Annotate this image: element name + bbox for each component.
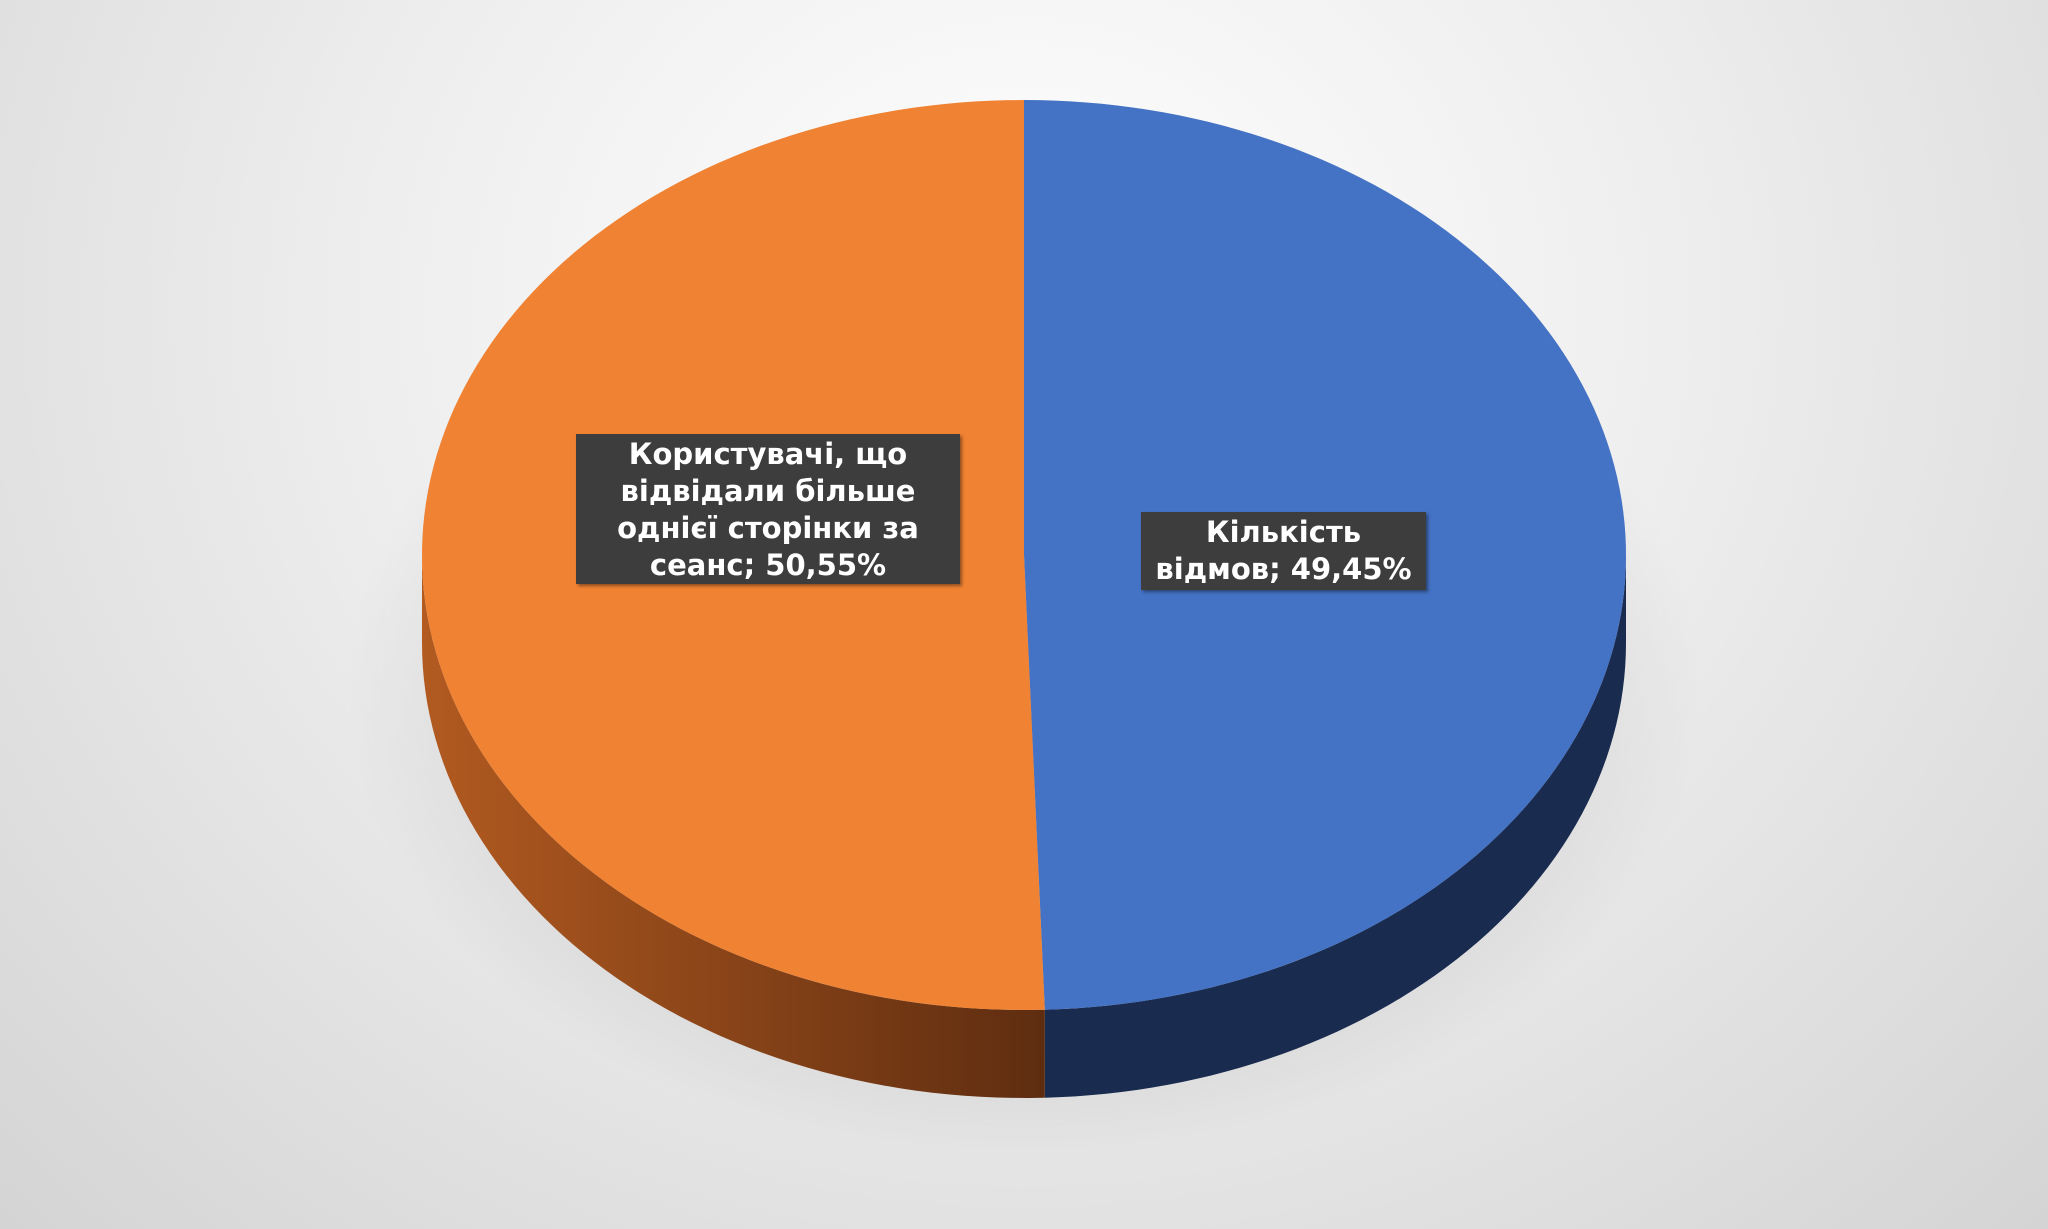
data-label-orange: Користувачі, що відвідали більше однієї …	[576, 434, 960, 584]
data-label-text: Кількість відмов; 49,45%	[1155, 515, 1412, 586]
slice-side-0	[1044, 555, 1626, 1098]
slice-side-1	[422, 555, 1045, 1098]
data-label-text: Користувачі, що відвідали більше однієї …	[617, 437, 919, 582]
data-label-blue: Кількість відмов; 49,45%	[1141, 512, 1426, 590]
